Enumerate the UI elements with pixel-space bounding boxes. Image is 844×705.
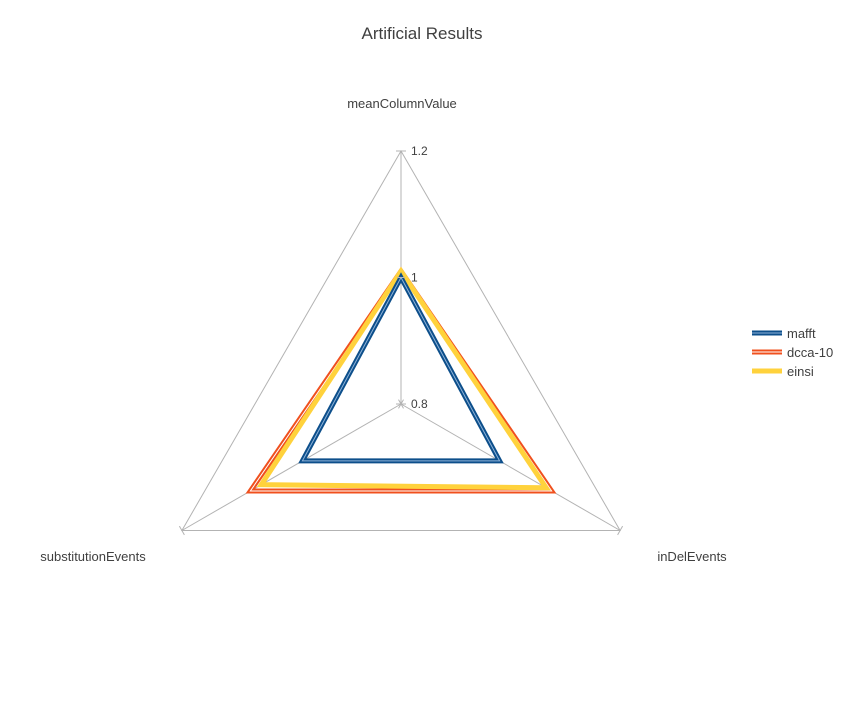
legend-item-mafft: mafft (752, 326, 816, 341)
axis-label-indel-events: inDelEvents (657, 549, 727, 564)
legend-item-dcca-10: dcca-10 (752, 345, 833, 360)
legend-item-einsi: einsi (752, 364, 814, 379)
radar-grid (178, 150, 624, 536)
grid-spoke-end-tick-3 (178, 525, 185, 536)
legend-label-einsi: einsi (787, 364, 814, 379)
tick-label-1: 0.8 (411, 397, 428, 411)
grid-spoke-end-tick-2 (617, 525, 624, 536)
tick-label-3: 1.2 (411, 144, 428, 158)
series-mafft (298, 272, 504, 464)
legend-label-dcca-10: dcca-10 (787, 345, 833, 360)
radar-series (245, 266, 557, 494)
chart-title: Artificial Results (362, 24, 483, 43)
axis-label-substitution-events: substitutionEvents (40, 549, 146, 564)
legend-label-mafft: mafft (787, 326, 816, 341)
legend: mafft dcca-10 einsi (752, 326, 833, 379)
grid-outer-ring (181, 150, 621, 531)
grid-spoke-3 (181, 403, 402, 531)
axis-label-mean-column-value: meanColumnValue (347, 96, 457, 111)
radar-ticks: 0.8 1 1.2 (397, 144, 428, 411)
tick-label-2: 1 (411, 271, 418, 285)
grid-spoke-2 (400, 403, 621, 531)
series-einsi (256, 266, 551, 491)
